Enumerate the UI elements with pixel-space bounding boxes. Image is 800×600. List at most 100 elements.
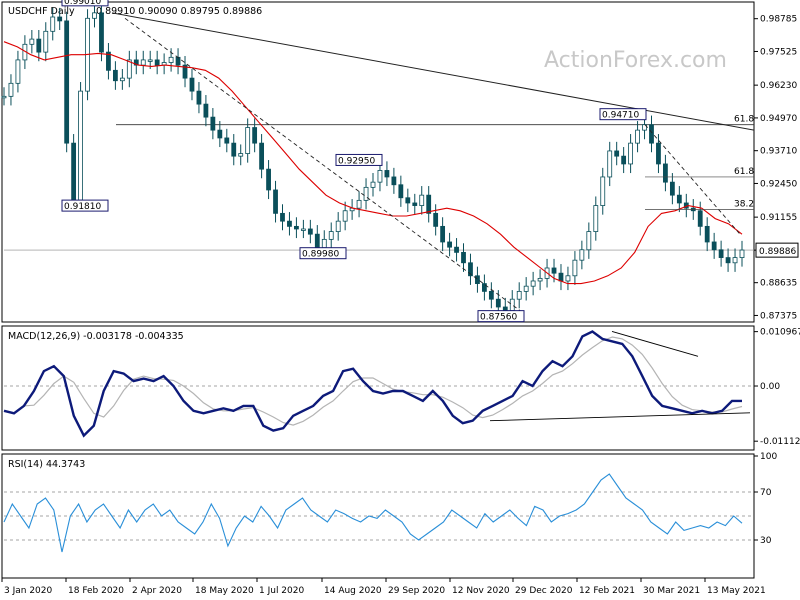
price-candle-body (133, 59, 139, 66)
price-candle-body (43, 30, 49, 53)
moving-average (3, 41, 743, 285)
price-y-tick-label: 0.97525 (760, 47, 797, 57)
rsi-line (3, 473, 743, 553)
price-annotation-box (61, 0, 109, 7)
macd-y-tick-label: 0.00 (760, 382, 780, 392)
price-candle-body (586, 231, 592, 251)
price-candle-body (266, 168, 271, 191)
price-candle-body (245, 127, 251, 154)
macd-line (3, 330, 742, 438)
price-annotation-label: 0.92950 (338, 156, 375, 166)
price-annotation-label: 0.94710 (602, 111, 639, 121)
rsi-line (3, 473, 743, 553)
price-candle-body (440, 225, 446, 243)
price-candle-body (669, 181, 675, 196)
x-axis-tick-label: 18 Feb 2020 (68, 586, 124, 596)
price-candle-body (363, 186, 369, 201)
price-candle-body (607, 150, 613, 178)
price-candle-body (475, 275, 480, 284)
price-candle-body (259, 142, 265, 170)
price-panel: USDCHF Daily 0.89910 0.90090 0.89795 0.8… (1, 0, 799, 323)
price-y-tick-label: 0.98785 (760, 15, 797, 25)
price-candle-body (168, 56, 174, 63)
price-candle-body (704, 225, 710, 243)
price-candle-body (600, 176, 606, 206)
price-candle-body (273, 189, 278, 214)
price-candle-body (92, 12, 97, 19)
price-candle-body (321, 238, 327, 249)
price-candle-body (307, 228, 313, 235)
price-candle-body (112, 69, 118, 82)
price-candle-body (558, 272, 564, 282)
price-annotation-box (61, 199, 109, 212)
price-candle-body (621, 155, 627, 165)
price-candle-body (628, 142, 634, 165)
current-price-tag: 0.89886 (755, 242, 799, 258)
price-candle-body (71, 142, 77, 201)
price-candle-body (50, 16, 56, 32)
price-candle-body (384, 170, 390, 178)
price-candle-body (126, 59, 132, 79)
price-candle-body (8, 82, 14, 97)
macd-panel: MACD(12,26,9) -0.003178 -0.004335 0.0109… (1, 325, 800, 451)
x-axis-tick-label: 30 Mar 2021 (643, 586, 700, 596)
x-axis-tick-label: 29 Dec 2020 (515, 586, 573, 596)
price-candle-body (642, 124, 647, 131)
rsi-panel-title: RSI(14) 44.3743 (8, 459, 85, 470)
macd-support-line (489, 412, 751, 422)
price-candle-body (697, 210, 703, 227)
price-candle-body (231, 142, 237, 157)
price-candle-body (523, 285, 529, 292)
price-candle-body (509, 298, 515, 312)
macd-panel-frame (1, 325, 755, 451)
price-candle-body (238, 153, 244, 157)
price-candle-body (15, 59, 21, 84)
price-candle-body (739, 249, 745, 258)
macd-y-axis: 0.010967 0.00 -0.011127 (4, 328, 800, 447)
price-candle-body (106, 51, 111, 71)
price-candle-body (314, 233, 320, 249)
price-candle-body (99, 12, 104, 53)
price-candle-body (656, 142, 661, 165)
price-annotation-box (477, 310, 525, 323)
price-candle-body (224, 137, 230, 144)
price-candle-body (203, 103, 209, 118)
dashed-trend-line (644, 124, 741, 235)
price-candle-body (502, 306, 508, 312)
price-candle-body (461, 251, 466, 264)
x-axis-tick-label: 14 Aug 2020 (324, 586, 382, 596)
price-candle-body (78, 90, 83, 201)
price-y-tick-label: 0.92450 (760, 179, 797, 189)
price-candle-body (551, 267, 557, 274)
x-axis-tick-label: 12 Feb 2021 (579, 586, 635, 596)
price-candle-body (649, 124, 654, 144)
price-candle-body (426, 194, 432, 214)
price-candle-body (29, 38, 35, 45)
price-candle-body (328, 231, 334, 240)
price-annotation-label: 0.91810 (64, 202, 101, 212)
price-candle-body (342, 210, 348, 222)
price-y-tick-label: 0.88635 (760, 279, 797, 289)
price-candle-body (210, 116, 216, 131)
price-candle-body (481, 283, 487, 292)
price-candle-body (175, 56, 181, 66)
rsi-y-tick-label: 30 (760, 536, 772, 546)
price-candle-body (335, 220, 341, 232)
price-candle-body (189, 77, 195, 92)
price-annotation-box (335, 153, 383, 166)
macd-y-tick-label: -0.011127 (760, 437, 800, 447)
price-candle-body (377, 170, 383, 183)
x-axis-tick-label: 18 May 2020 (195, 586, 254, 596)
price-candle-body (572, 259, 578, 277)
x-axis-tick-label: 3 Jan 2020 (4, 586, 52, 596)
price-candles (1, 3, 745, 320)
price-y-tick-label: 0.87375 (760, 311, 797, 321)
price-candle-body (36, 38, 42, 53)
price-candle-body (119, 77, 125, 82)
macd-panel-title: MACD(12,26,9) -0.003178 -0.004335 (8, 331, 184, 342)
price-annotation-label: 0.99010 (64, 0, 101, 7)
price-y-tick-label: 0.96230 (760, 81, 797, 91)
current-price-box (755, 242, 799, 258)
price-annotation-box (299, 247, 347, 260)
price-candle-body (579, 249, 585, 261)
